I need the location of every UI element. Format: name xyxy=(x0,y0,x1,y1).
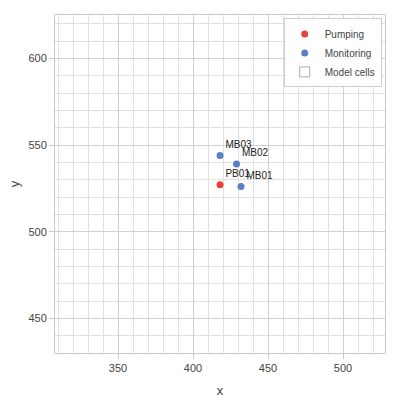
svg-text:450: 450 xyxy=(259,362,277,374)
svg-text:Model cells: Model cells xyxy=(325,67,375,78)
svg-text:y: y xyxy=(7,180,22,187)
svg-text:MB01: MB01 xyxy=(246,170,273,181)
svg-text:MB03: MB03 xyxy=(225,139,252,150)
svg-text:550: 550 xyxy=(28,139,46,151)
svg-text:MB02: MB02 xyxy=(242,147,269,158)
svg-text:600: 600 xyxy=(28,52,46,64)
svg-text:450: 450 xyxy=(28,312,46,324)
svg-text:PB01: PB01 xyxy=(225,168,250,179)
svg-text:400: 400 xyxy=(184,362,202,374)
svg-text:350: 350 xyxy=(109,362,127,374)
svg-text:500: 500 xyxy=(334,362,352,374)
svg-text:500: 500 xyxy=(28,226,46,238)
svg-text:Monitoring: Monitoring xyxy=(325,48,372,59)
svg-text:Pumping: Pumping xyxy=(325,29,364,40)
svg-text:x: x xyxy=(217,383,224,398)
